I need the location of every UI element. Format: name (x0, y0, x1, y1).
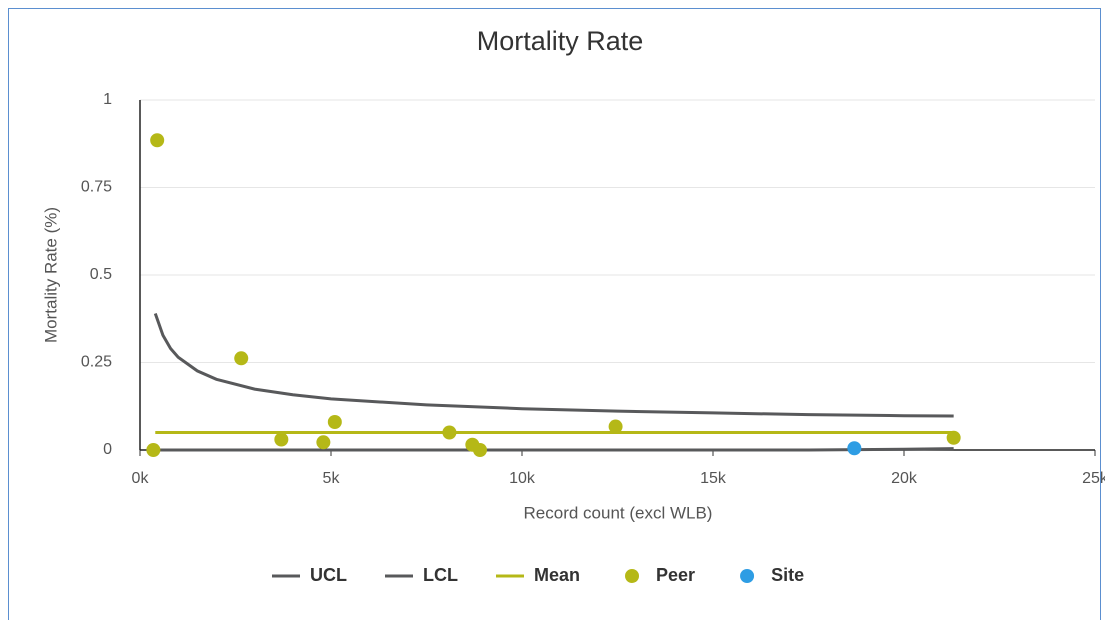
y-tick-label: 0 (103, 441, 112, 458)
point (442, 425, 457, 440)
legend-label: UCL (310, 565, 347, 585)
x-tick-label: 10k (509, 470, 536, 487)
frame (8, 8, 1101, 620)
y-tick-label: 0.5 (90, 266, 112, 283)
legend-label: Site (771, 565, 804, 585)
y-axis-label: Mortality Rate (%) (41, 207, 60, 343)
point (150, 133, 165, 148)
y-tick-label: 1 (103, 91, 112, 108)
chart-title: Mortality Rate (477, 26, 644, 56)
legend-swatch (740, 569, 755, 583)
point (316, 435, 331, 450)
legend-swatch (625, 569, 640, 583)
point (146, 443, 161, 457)
legend-label: Peer (656, 565, 695, 585)
point (327, 415, 342, 429)
line (153, 313, 954, 418)
point (847, 441, 862, 456)
y-tick-label: 0.75 (81, 179, 112, 196)
legend-label: LCL (423, 565, 458, 585)
x-axis-label: Record count (excl WLB) (524, 503, 713, 522)
point (946, 430, 961, 445)
x-tick-label: 15k (700, 470, 727, 487)
x-tick-label: 25k (1082, 470, 1105, 487)
y-tick-label: 0.25 (81, 354, 112, 371)
point (274, 432, 289, 447)
x-tick-label: 5k (323, 470, 341, 487)
legend-label: Mean (534, 565, 580, 585)
line (155, 447, 954, 452)
x-tick-label: 0k (132, 470, 150, 487)
point (472, 443, 487, 457)
point (608, 419, 623, 434)
point (234, 351, 249, 366)
x-tick-label: 20k (891, 470, 918, 487)
